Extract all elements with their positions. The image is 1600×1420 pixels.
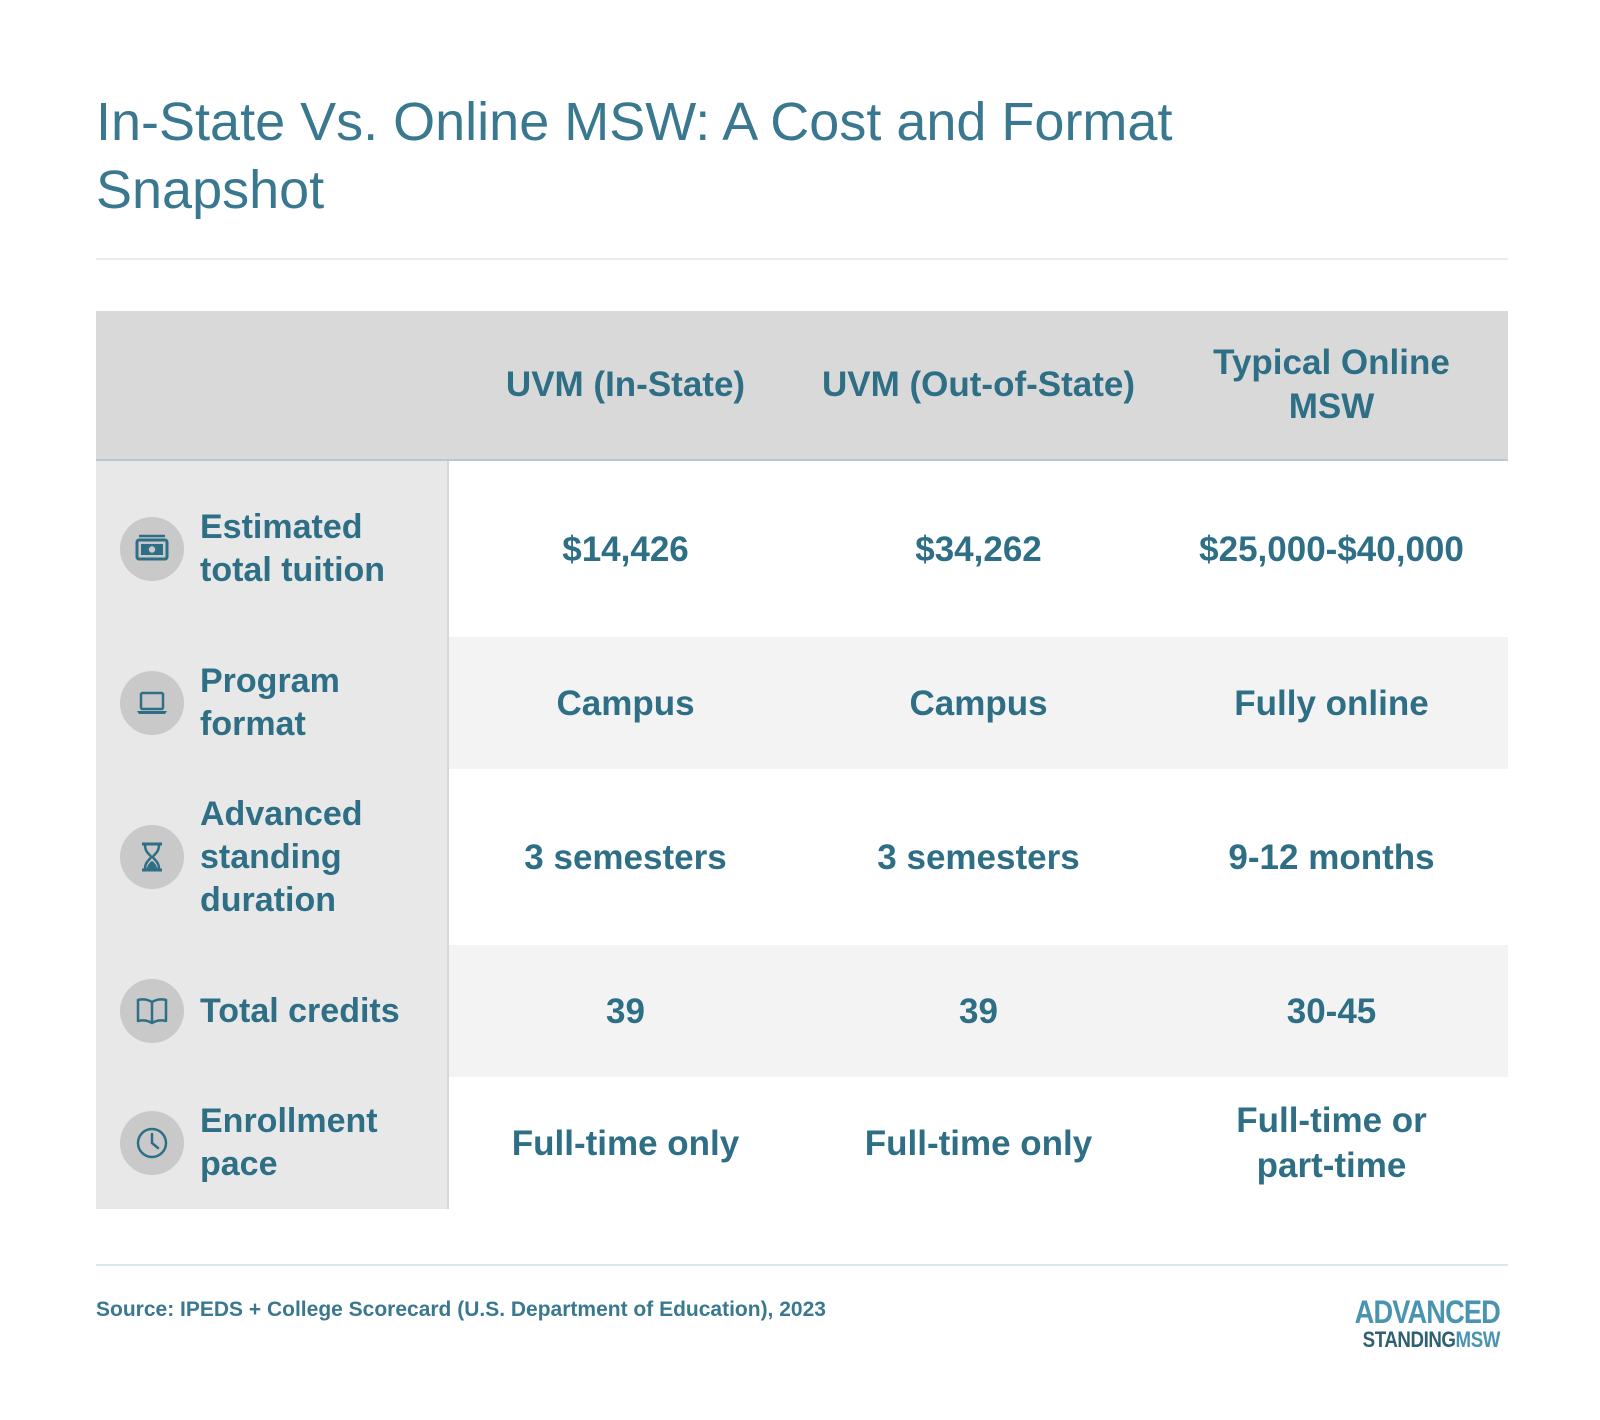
divider-bottom <box>96 1264 1508 1266</box>
table-cell: 3 semesters <box>877 837 1080 877</box>
table-header: UVM (In-State) UVM (Out-of-State) Typica… <box>96 311 1508 461</box>
comparison-table: UVM (In-State) UVM (Out-of-State) Typica… <box>96 311 1508 1209</box>
advanced-standing-msw-logo: ADVANCED STANDINGMSW <box>1329 1294 1501 1352</box>
divider-top <box>96 258 1508 260</box>
table-cell: Full-time only <box>864 1123 1093 1163</box>
table-cell: Full-time only <box>511 1123 740 1163</box>
hourglass-icon <box>120 825 184 889</box>
row-header-credits: Total credits <box>96 945 449 1077</box>
table-cell: Campus <box>802 637 1155 769</box>
table-cell: Campus <box>449 637 802 769</box>
table-cell: $14,426 <box>562 529 689 569</box>
source-note: Source: IPEDS + College Scorecard (U.S. … <box>96 1298 826 1321</box>
row-header-pace: Enrollment pace <box>96 1077 449 1209</box>
table-cell: 39 <box>449 945 802 1077</box>
table-cell: 3 semesters <box>524 837 727 877</box>
clock-icon <box>120 1111 184 1175</box>
logo-line-1: ADVANCED <box>1354 1294 1501 1330</box>
laptop-icon <box>120 671 184 735</box>
row-header-duration: Advanced standing duration <box>96 769 449 945</box>
row-label: Total credits <box>200 991 400 1030</box>
logo-line-2: STANDINGMSW <box>1355 1327 1501 1352</box>
book-icon <box>120 979 184 1043</box>
row-header-tuition: Estimated total tuition <box>96 461 449 637</box>
table-cell: $34,262 <box>915 529 1042 569</box>
logo-line-2-main: STANDING <box>1362 1327 1456 1352</box>
logo-line-2-accent: MSW <box>1455 1327 1501 1352</box>
header-corner <box>96 311 449 459</box>
row-label: Program format <box>200 662 340 743</box>
table-row: Enrollment pace Full-time only Full-time… <box>96 1077 1508 1209</box>
table-cell: $25,000-$40,000 <box>1199 529 1464 569</box>
row-label: Enrollment pace <box>200 1102 378 1183</box>
row-label: Estimated total tuition <box>200 508 386 589</box>
table-row: Estimated total tuition $14,426 $34,262 … <box>96 461 1508 637</box>
column-header-uvm-out-of-state: UVM (Out-of-State) <box>822 365 1136 404</box>
table-row: Total credits 39 39 30-45 <box>96 945 1508 1077</box>
table-cell: 39 <box>802 945 1155 1077</box>
page-title: In-State Vs. Online MSW: A Cost and Form… <box>96 92 1173 220</box>
table-row: Advanced standing duration 3 semesters 3… <box>96 769 1508 945</box>
row-header-format: Program format <box>96 637 449 769</box>
table-cell: 30-45 <box>1155 945 1508 1077</box>
table-cell: Full-time or part-time <box>1236 1101 1427 1185</box>
money-icon <box>120 517 184 581</box>
column-header-typical-online-msw: Typical Online MSW <box>1213 343 1450 426</box>
table-cell: 9-12 months <box>1228 837 1435 877</box>
table-row: Program format Campus Campus Fully onlin… <box>96 637 1508 769</box>
column-header-uvm-in-state: UVM (In-State) <box>505 365 746 404</box>
table-cell: Fully online <box>1155 637 1508 769</box>
row-label: Advanced standing duration <box>200 794 363 919</box>
